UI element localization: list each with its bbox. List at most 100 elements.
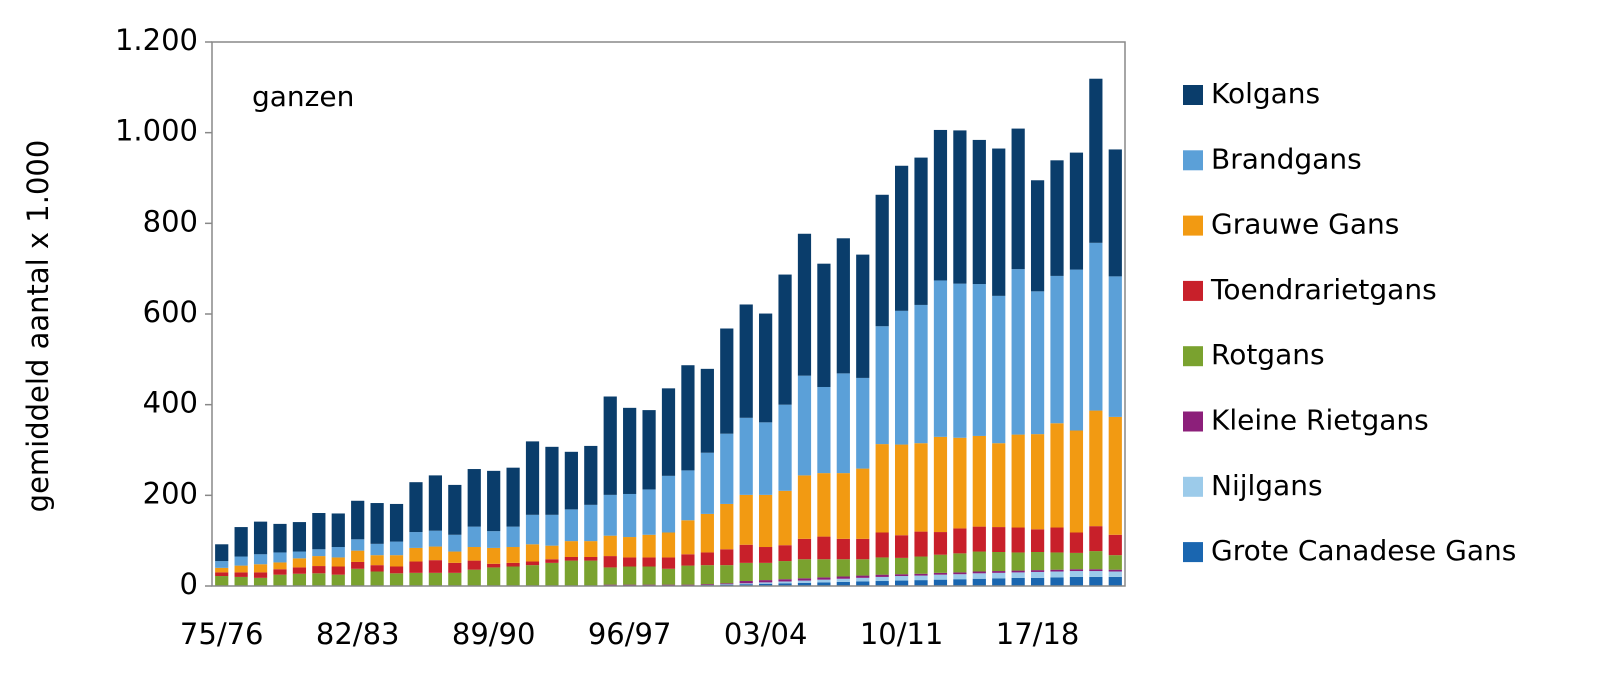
bar-segment [1108, 416, 1122, 535]
bar-segment [661, 584, 676, 586]
annotation: ganzen [252, 80, 354, 113]
bar-segment [312, 549, 326, 557]
bar-segment [525, 544, 540, 562]
bar-segment [1030, 291, 1045, 435]
bar-segment [759, 313, 773, 423]
legend-label: Rotgans [1211, 338, 1325, 371]
bar-segment [642, 584, 656, 586]
bar-segment [817, 386, 831, 474]
bar-segment [797, 475, 812, 539]
bar-segment [1050, 571, 1064, 578]
bar-segment [642, 410, 656, 490]
bar-segment [875, 532, 889, 558]
bar-segment [1108, 534, 1122, 556]
bar-segment [1069, 576, 1084, 586]
bar-segment [739, 417, 753, 495]
bar-segment [487, 531, 501, 548]
bar-segment [836, 559, 850, 577]
bar-segment [778, 545, 792, 562]
bar-segment [1089, 242, 1103, 411]
bar-segment [1030, 434, 1045, 530]
bar-segment [312, 573, 326, 586]
bar-segment [389, 541, 404, 556]
bar-segment [1108, 569, 1122, 572]
legend-swatch [1183, 476, 1203, 497]
bar-segment [234, 572, 248, 577]
bar-segment [1030, 529, 1045, 552]
bar-segment [720, 549, 734, 566]
bar-segment [661, 388, 676, 476]
bar-segment [370, 555, 384, 566]
bar-segment [875, 576, 889, 582]
bar-segment [739, 584, 753, 586]
bar-segment [506, 467, 520, 527]
bar-segment [759, 547, 773, 563]
bar-segment [700, 584, 714, 586]
bar-segment [1030, 570, 1045, 572]
legend-swatch [1183, 150, 1203, 171]
bar-segment [603, 396, 617, 495]
bar-segment [331, 547, 345, 558]
bar-segment [564, 541, 578, 557]
bar-segment [487, 567, 501, 586]
bar-segment [1011, 570, 1025, 573]
x-tick-label: 89/90 [452, 617, 536, 651]
bar-segment [953, 283, 967, 438]
bar-segment [564, 451, 578, 510]
bar-segment [953, 528, 967, 554]
legend-swatch [1183, 280, 1203, 301]
bar-segment [623, 407, 637, 494]
bar-segment [875, 326, 889, 445]
bar-segment [895, 557, 909, 575]
bar-segment [1069, 430, 1084, 533]
bar-segment [448, 534, 462, 552]
bar-segment [623, 537, 637, 558]
bar-segment [292, 567, 307, 574]
bar-segment [778, 274, 792, 405]
bar-segment [545, 562, 559, 586]
bar-segment [234, 527, 248, 557]
bar-segment [681, 584, 695, 586]
bar-segment [856, 575, 870, 578]
bar-segment [972, 571, 986, 574]
bar-segment [914, 157, 928, 305]
bar-segment [467, 560, 481, 570]
bar-segment [253, 564, 268, 573]
bar-segment [953, 579, 967, 586]
bar-segment [642, 534, 656, 558]
bar-segment [797, 578, 812, 581]
bar-segment [331, 574, 345, 586]
bar-segment [681, 554, 695, 566]
bar-segment [953, 572, 967, 575]
bar-segment [1089, 569, 1103, 572]
bar-segment [817, 536, 831, 560]
legend-label: Nijlgans [1211, 469, 1323, 502]
bar-segment [700, 368, 714, 453]
bar-segment [992, 571, 1006, 573]
legend-label: Kleine Rietgans [1211, 404, 1429, 437]
bar-segment [623, 584, 637, 586]
bar-segment [933, 572, 948, 575]
bar-segment [642, 489, 656, 535]
bar-segment [681, 470, 695, 521]
y-tick-label: 0 [180, 567, 198, 601]
bar-segment [1050, 569, 1064, 572]
bar-segment [564, 560, 578, 586]
bar-segment [215, 567, 229, 573]
bar-segment [933, 579, 948, 586]
bar-segment [525, 514, 540, 545]
bar-segment [215, 544, 229, 562]
bar-segment [914, 443, 928, 532]
bar-segment [720, 565, 734, 584]
bar-segment [1030, 552, 1045, 571]
bar-segment [875, 581, 889, 586]
bar-segment [817, 263, 831, 387]
bar-segment [448, 551, 462, 563]
bar-segment [720, 328, 734, 434]
bar-segment [506, 566, 520, 586]
bar-segment [1011, 527, 1025, 553]
bar-segment [972, 139, 986, 285]
bar-segment [428, 475, 442, 531]
bar-segment [992, 527, 1006, 552]
bar-segment [506, 526, 520, 548]
